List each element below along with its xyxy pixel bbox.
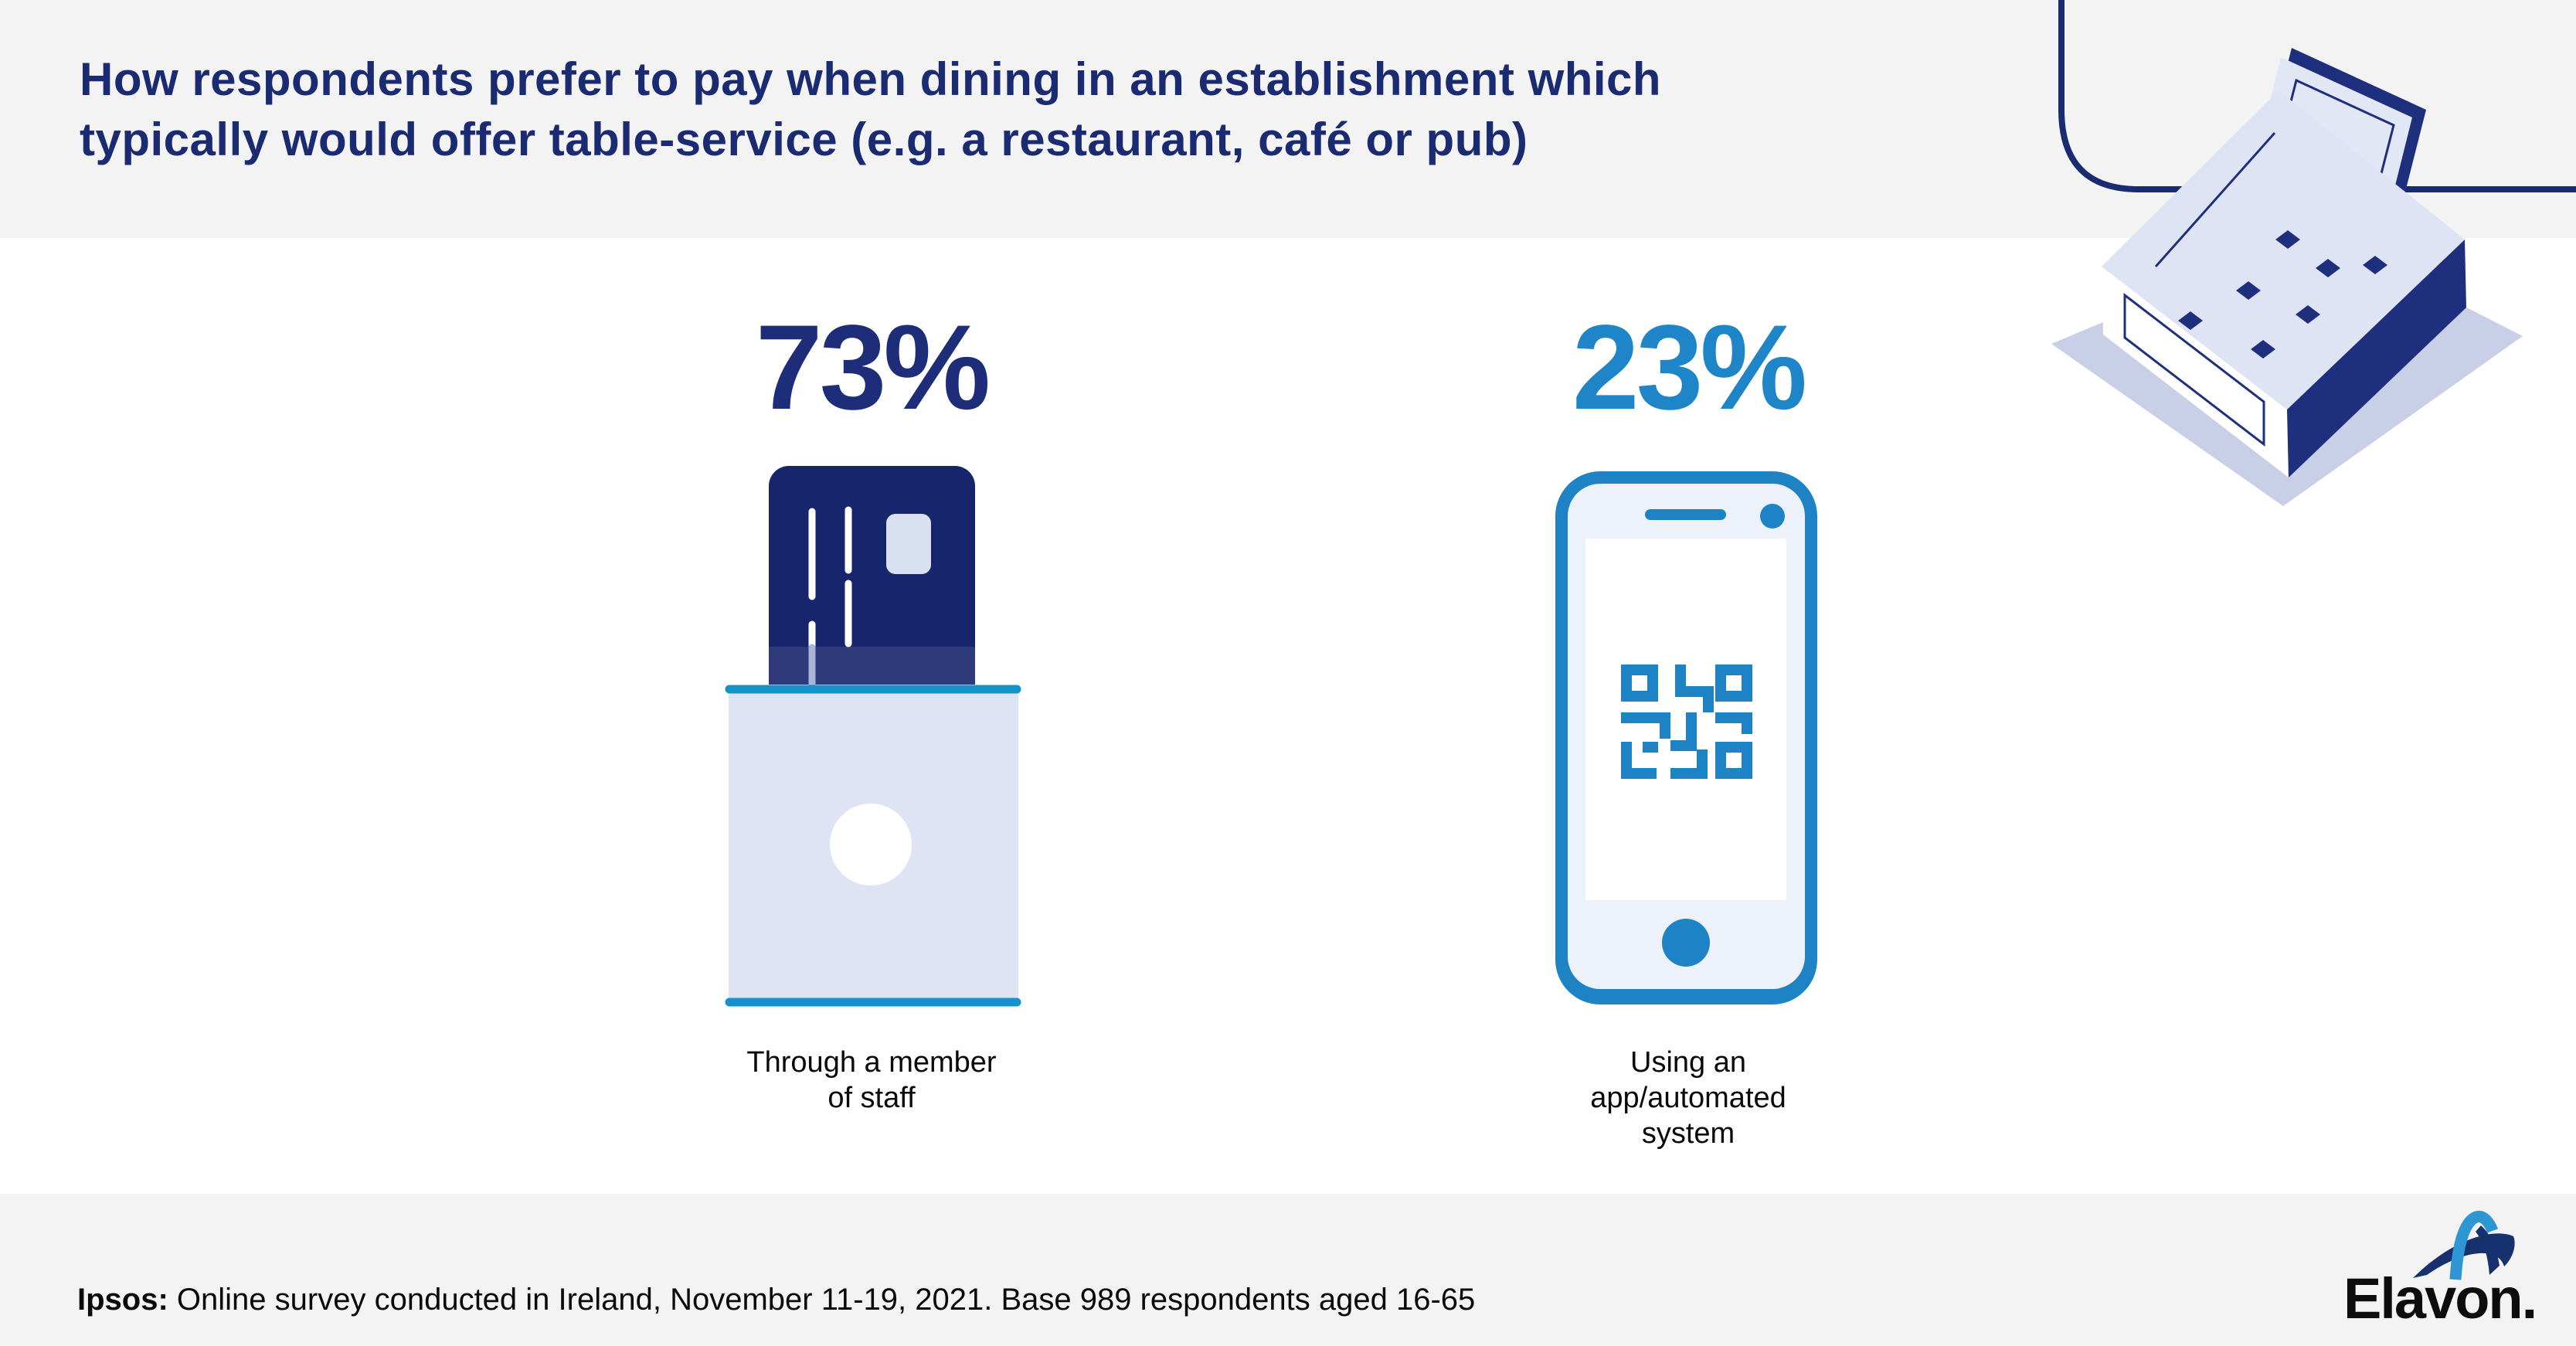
source-note: Ipsos: Online survey conducted in Irelan… — [77, 1283, 1475, 1317]
qr-code-holes — [1632, 675, 1742, 768]
register-display-groove — [2154, 132, 2276, 267]
stat-label-app: Using an app/automated system — [1590, 1046, 1786, 1150]
stat-value-app: 23% — [1572, 301, 1807, 435]
register-keypad-keys — [2178, 230, 2387, 359]
logo-swoosh-light — [2449, 1211, 2499, 1280]
page-title-line-1: How respondents prefer to pay when dinin… — [80, 53, 1662, 105]
stat-label-staff: Through a member of staff — [746, 1046, 997, 1114]
page-title: How respondents prefer to pay when dinin… — [80, 49, 1661, 170]
card-stripes — [808, 506, 852, 650]
register-top-face — [2102, 90, 2465, 410]
card-chip — [886, 514, 931, 574]
source-label: Ipsos: — [77, 1283, 168, 1317]
terminal-button — [830, 804, 912, 885]
card-slot-band — [769, 647, 975, 685]
register-side-face — [2287, 240, 2466, 478]
smartphone-qr-icon — [1555, 471, 1817, 1004]
payment-card — [769, 466, 975, 690]
elavon-logo: Elavon. — [2343, 1211, 2537, 1331]
decorative-curve-line — [2058, 0, 2576, 192]
phone-camera-dot — [1760, 504, 1785, 529]
brand-wordmark: Elavon. — [2343, 1266, 2536, 1331]
phone-home-button — [1662, 919, 1710, 967]
page-title-line-2: typically would offer table-service (e.g… — [80, 114, 1528, 165]
source-text: Online survey conducted in Ireland, Nove… — [176, 1283, 1476, 1317]
stat-value-staff: 73% — [755, 301, 991, 435]
register-front-face — [2102, 267, 2289, 478]
cash-register-illustration — [2051, 0, 2576, 506]
header-band — [0, 0, 2576, 238]
card-payment-terminal-icon — [725, 466, 1021, 1007]
footer-band — [0, 1194, 2576, 1346]
logo-arch-right-leg — [2476, 1225, 2500, 1275]
register-drawer-outline — [2123, 292, 2265, 447]
